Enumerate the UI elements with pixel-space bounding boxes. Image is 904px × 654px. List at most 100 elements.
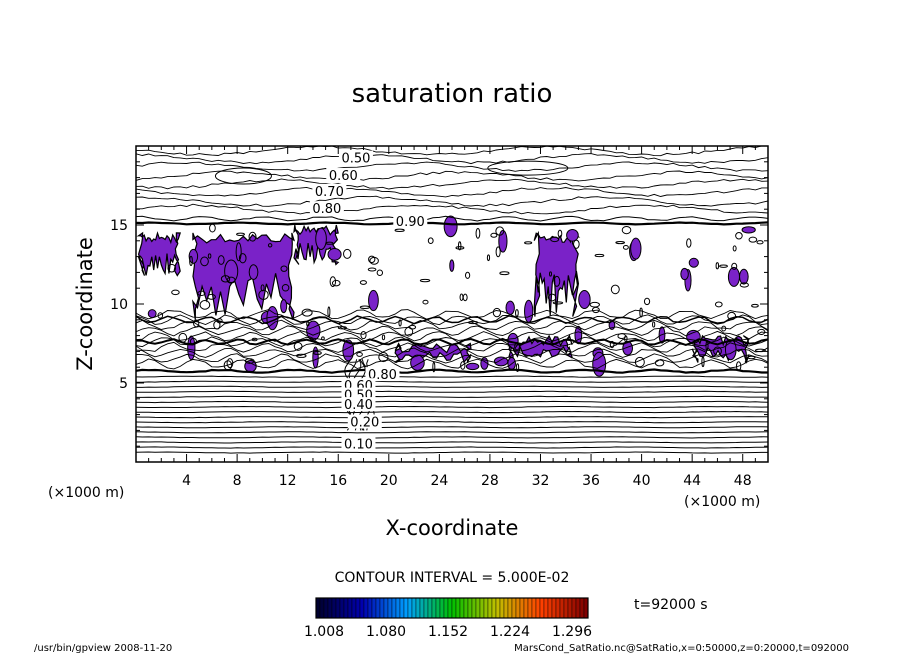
colorbar-stripe (367, 597, 373, 619)
colorbar-stripe (423, 597, 429, 619)
shaded-blob (465, 362, 480, 371)
contour-speckle (207, 253, 212, 259)
x-tick-label: 20 (380, 473, 398, 489)
contour-speckle (714, 301, 723, 308)
colorbar-stripe (391, 597, 397, 619)
colorbar-stripe (343, 597, 349, 619)
colorbar-stripe (527, 597, 533, 619)
contour-speckle (251, 337, 258, 342)
contour-speckle (331, 279, 341, 287)
contour-speckle (731, 262, 738, 270)
shaded-blob (739, 268, 749, 285)
x-tick-label: 44 (683, 473, 701, 489)
contour-label-bg (393, 213, 428, 228)
contour-speckle (705, 341, 709, 351)
colorbar-tick-label: 1.296 (552, 624, 592, 640)
contour-label-bg (341, 397, 376, 412)
contour-speckle (296, 353, 307, 358)
contour-speckle (754, 348, 766, 353)
shaded-blob (680, 267, 689, 281)
chart-title: saturation ratio (352, 79, 553, 109)
colorbar-stripe (375, 597, 381, 619)
shaded-blob (592, 351, 607, 377)
colorbar-stripe (331, 597, 337, 619)
shaded-blob (727, 266, 740, 287)
contour-speckle (735, 232, 743, 240)
contour-label-bg (365, 367, 400, 382)
footer-right: MarsCond_SatRatio.nc@SatRatio,x=0:50000,… (514, 643, 849, 654)
contour-label: 0.50 (341, 152, 370, 167)
colorbar-ticks: 1.008 1.080 1.152 1.224 1.296 (304, 624, 592, 640)
colorbar-tick-label: 1.224 (490, 624, 530, 640)
colorbar-stripe (563, 597, 569, 619)
contour-speckle (475, 228, 481, 239)
colorbar-stripe (363, 597, 369, 619)
contour-speckle (419, 278, 431, 283)
shaded-blob (327, 248, 342, 261)
contour-line (136, 358, 768, 370)
colorbar-tick-label: 1.008 (304, 624, 344, 640)
shaded-blob (443, 215, 458, 238)
contour-speckle (325, 241, 334, 245)
shaded-region (192, 232, 296, 321)
contour-line (136, 368, 768, 374)
contour-speckle (248, 231, 257, 242)
colorbar-stripe (327, 597, 333, 619)
colorbar-stripe (395, 597, 401, 619)
shaded-blob (248, 264, 259, 280)
contour-label-bg (347, 414, 382, 429)
contour-line (136, 186, 768, 198)
x-tick-label: 28 (481, 473, 499, 489)
contour-speckle (200, 256, 209, 267)
contour-line (136, 146, 768, 157)
contour-line (136, 161, 768, 172)
colorbar-stripe (403, 597, 409, 619)
contour-speckle (464, 271, 471, 279)
contour-speckle (367, 267, 377, 272)
contour-speckle (359, 280, 367, 285)
contour-speckle (686, 238, 692, 248)
colorbar-stripe (415, 597, 421, 619)
z-axis-ticks: 5 10 15 (110, 161, 768, 447)
contour-speckle (359, 305, 371, 309)
contour-speckle (701, 356, 705, 368)
contour-speckle (280, 265, 288, 272)
contour-speckle (609, 340, 615, 349)
contour-speckle (260, 284, 265, 292)
contour-speckle (468, 320, 479, 325)
shaded-region (136, 231, 182, 277)
contour-label-bg (312, 183, 347, 198)
y-axis-label: Z-coordinate (73, 237, 97, 371)
contour-speckle (378, 352, 389, 363)
colorbar-stripe (515, 597, 521, 619)
colorbar-stripe (499, 597, 505, 619)
colorbar-stripe (379, 597, 385, 619)
x-tick-label: 48 (734, 473, 752, 489)
contour-speckle (756, 240, 764, 245)
colorbar-stripe (335, 597, 341, 619)
contour-label: 0.80 (312, 202, 341, 217)
contour-lines (136, 146, 768, 454)
contour-speckle (643, 297, 651, 306)
colorbar-stripe (543, 597, 549, 619)
contour-line (136, 426, 768, 429)
contour-line (136, 446, 768, 449)
colorbar (315, 597, 589, 619)
contour-speckle (398, 319, 402, 327)
colorbar-stripe (371, 597, 377, 619)
contour-speckle (244, 358, 255, 364)
shaded-blob (315, 227, 327, 250)
contour-speckle (223, 360, 233, 371)
contour-speckle (713, 346, 722, 356)
contour-label: 0.90 (396, 215, 425, 230)
contour-speckle (727, 311, 737, 321)
colorbar-stripe (427, 597, 433, 619)
time-label: t=92000 s (634, 597, 708, 613)
contour-speckle (167, 263, 177, 273)
contour-speckle (226, 276, 236, 284)
contour-speckle (301, 308, 313, 317)
contour-speckle (217, 255, 225, 265)
contour-line (136, 395, 768, 399)
contour-speckle (281, 283, 290, 292)
